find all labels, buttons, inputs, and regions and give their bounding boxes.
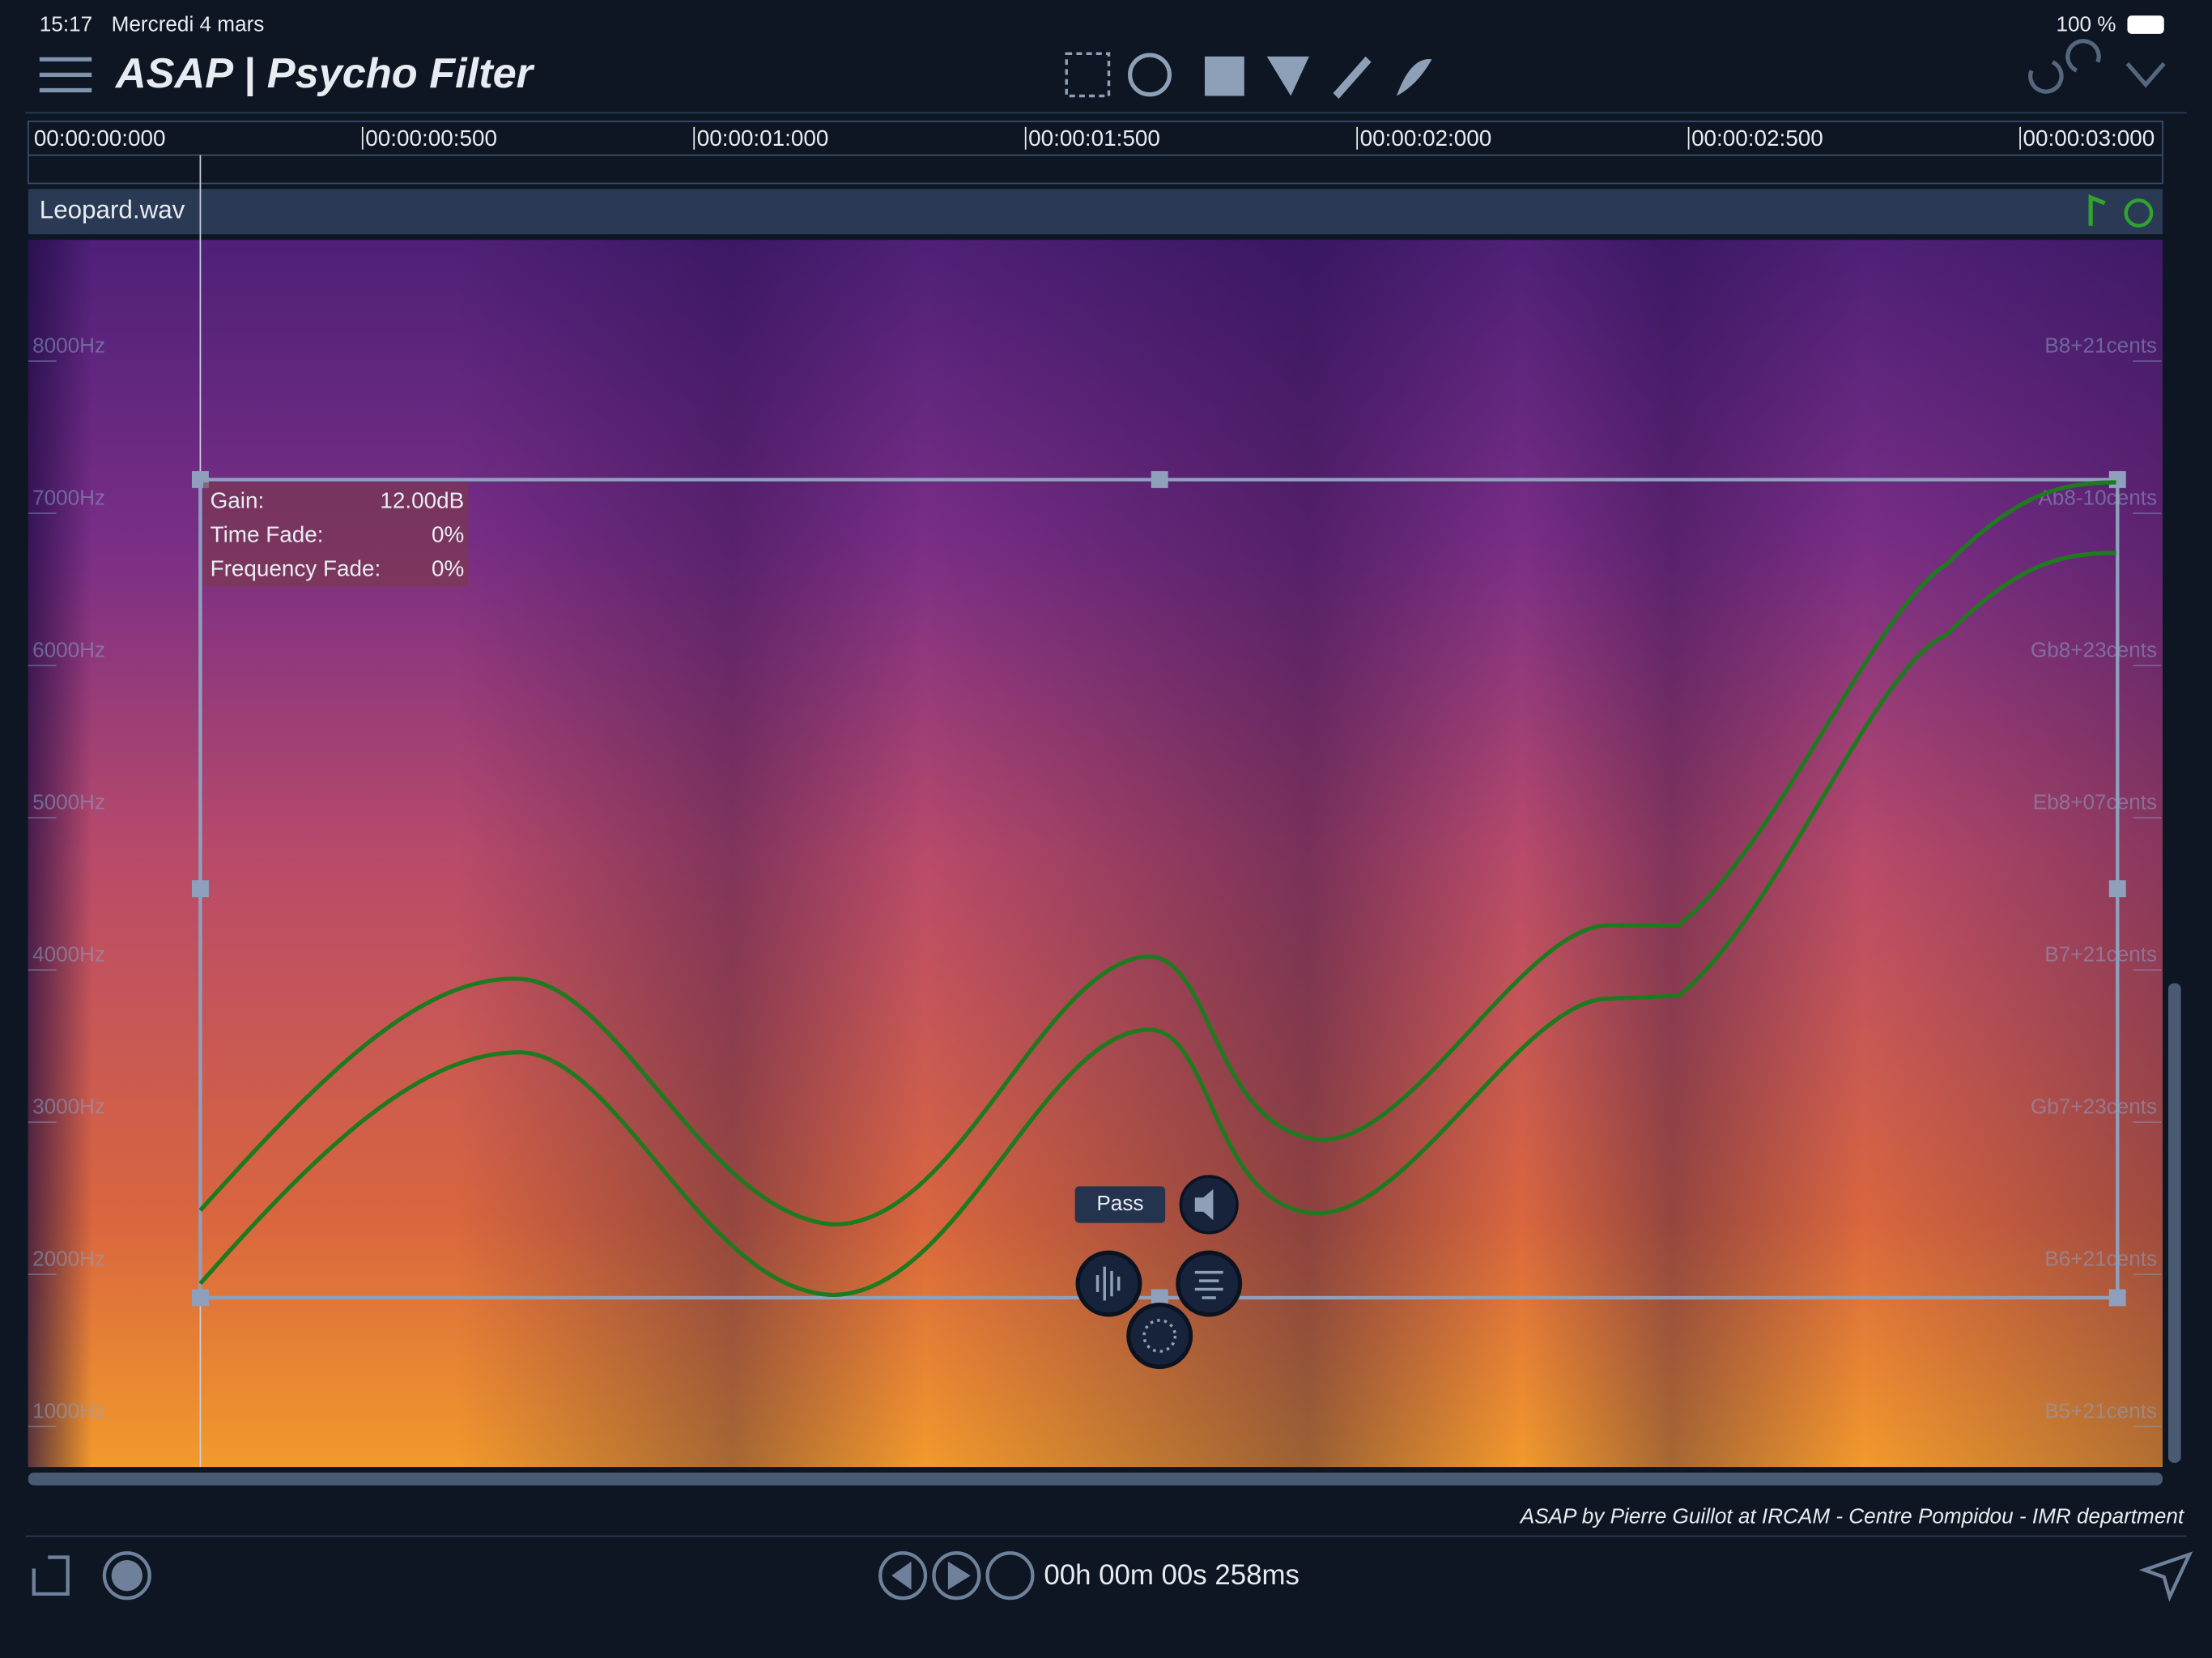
loop[interactable]	[985, 1551, 1035, 1601]
time-label: 00:00:01:500	[1028, 125, 1160, 151]
history-controls	[2028, 39, 2166, 94]
filter-curves	[198, 480, 2116, 1298]
frequency-label: 4000Hz	[32, 942, 105, 967]
battery-text: 100 %	[2056, 11, 2116, 36]
pass-button[interactable]	[1074, 1186, 1166, 1223]
frequency-label: 6000Hz	[32, 638, 105, 662]
battery-icon	[2127, 15, 2164, 34]
record-dot	[111, 1560, 143, 1592]
note-icon[interactable]	[2088, 194, 2106, 226]
note-label: Gb7+23cents	[2031, 1095, 2157, 1119]
scrubber[interactable]	[27, 154, 2163, 185]
menu-icon[interactable]	[39, 57, 92, 93]
track-name: Leopard.wav	[40, 196, 185, 224]
play-icon	[947, 1561, 971, 1590]
wand-tool[interactable]	[1333, 56, 1372, 99]
frequency-label: 1000Hz	[32, 1399, 105, 1423]
frequency-label: 5000Hz	[32, 790, 105, 814]
timeline	[27, 120, 2163, 156]
note-label: Gb8+23cents	[2031, 638, 2157, 662]
collapse[interactable]	[2125, 62, 2166, 88]
time-label: 00:00:00:500	[365, 125, 497, 151]
rect-tool[interactable]	[1204, 56, 1244, 96]
info-key: Gain:	[211, 488, 265, 513]
time-label: 00:00:02:000	[1360, 125, 1492, 151]
toolbar	[1065, 52, 1432, 99]
app-title: ASAP | Psycho Filter	[114, 50, 535, 97]
select-tool[interactable]	[1065, 52, 1111, 98]
note-label: B5+21cents	[2044, 1399, 2157, 1423]
frequency-label: 2000Hz	[32, 1247, 105, 1271]
pen-tool[interactable]	[1396, 58, 1432, 96]
lasso-tool[interactable]	[1128, 53, 1172, 97]
time-label: 00:00:01:000	[697, 125, 829, 151]
info-value: 0%	[432, 555, 464, 580]
horizontal-scrollbar[interactable]	[28, 1473, 2163, 1486]
import[interactable]	[32, 1555, 70, 1596]
footer-controls	[32, 1551, 2193, 1602]
rewind-icon	[891, 1561, 912, 1590]
record[interactable]	[102, 1551, 151, 1601]
note-label: B7+21cents	[2044, 942, 2157, 967]
brush-tool[interactable]	[1266, 56, 1309, 96]
status-time: 15:17	[40, 11, 92, 36]
frequency-label: 8000Hz	[32, 334, 105, 358]
vertical-scrollbar[interactable]	[2167, 983, 2181, 1463]
wave-button[interactable]	[1075, 1250, 1142, 1317]
undo[interactable]	[2028, 60, 2064, 94]
credit: ASAP by Pierre Guillot at IRCAM - Centre…	[1519, 1504, 2185, 1528]
time-label: 00:00:03:000	[2023, 125, 2155, 151]
frequency-label: 7000Hz	[32, 486, 105, 510]
info-value: 0%	[432, 521, 464, 546]
info-key: Frequency Fade:	[211, 555, 381, 580]
info-panel	[202, 482, 469, 587]
timeline-labels: 00:00:00:000 00:00:00:500 00:00:01:000 00:0…	[34, 125, 2155, 1468]
note-label: Eb8+07cents	[2033, 790, 2157, 814]
status-date: Mercredi 4 mars	[112, 11, 265, 36]
note-label: B8+21cents	[2044, 334, 2157, 358]
filter-controls	[1075, 1175, 1243, 1369]
filter-info: Gain: 12.00dB Time Fade: 0% Frequency Fade: 0…	[211, 488, 465, 581]
pass-label: Pass	[1096, 1191, 1143, 1215]
play[interactable]	[932, 1551, 981, 1601]
selection-handles	[191, 470, 2126, 1307]
time-label: 00:00:02:500	[1691, 125, 1823, 151]
track-header	[28, 189, 2163, 235]
knob-button[interactable]	[1126, 1303, 1193, 1369]
note-label: B6+21cents	[2044, 1247, 2157, 1271]
info-value: 12.00dB	[380, 488, 464, 513]
eq-button[interactable]	[1176, 1250, 1243, 1317]
time-display: 00h 00m 00s 258ms	[1044, 1559, 1300, 1591]
power-icon[interactable]	[2124, 198, 2154, 227]
export[interactable]	[2138, 1551, 2193, 1602]
redo[interactable]	[2065, 39, 2101, 73]
time-label: 00:00:00:000	[34, 125, 166, 151]
rewind[interactable]	[878, 1551, 928, 1601]
frequency-label: 3000Hz	[32, 1095, 105, 1119]
info-key: Time Fade:	[211, 521, 324, 546]
